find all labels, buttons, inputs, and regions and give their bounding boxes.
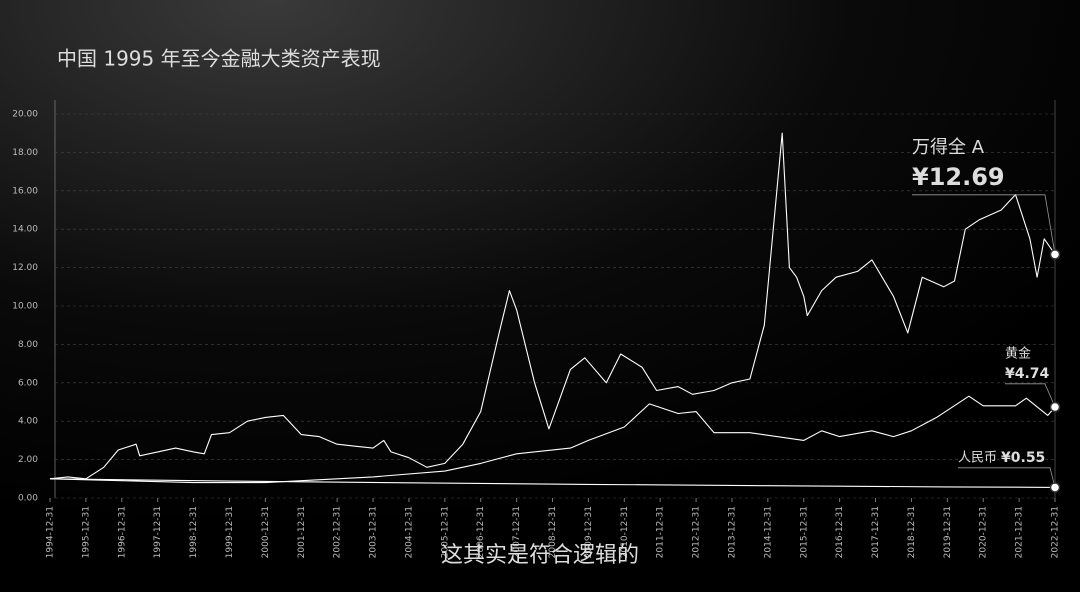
leader-line bbox=[1005, 383, 1056, 408]
x-tick-label: 2000-12-31 bbox=[261, 506, 271, 558]
y-tick-label: 12.00 bbox=[12, 263, 38, 273]
end-point bbox=[1049, 249, 1061, 260]
x-tick-label: 1995-12-31 bbox=[81, 506, 91, 558]
series-line bbox=[49, 478, 1056, 488]
x-tick-label: 1996-12-31 bbox=[117, 506, 127, 558]
x-tick-label: 2001-12-31 bbox=[297, 506, 307, 558]
x-tick-label: 1998-12-31 bbox=[189, 506, 199, 558]
x-tick-label: 1997-12-31 bbox=[153, 506, 163, 558]
x-tick-label: 2002-12-31 bbox=[333, 506, 343, 558]
y-tick-label: 18.00 bbox=[12, 148, 38, 158]
x-tick-label: 2006-12-31 bbox=[476, 506, 486, 558]
series-line bbox=[49, 395, 1056, 484]
y-tick-label: 14.00 bbox=[12, 225, 38, 235]
y-tick-label: 10.00 bbox=[12, 302, 38, 312]
x-tick-label: 2011-12-31 bbox=[656, 506, 666, 558]
y-tick-label: 6.00 bbox=[18, 378, 38, 388]
y-tick-label: 2.00 bbox=[18, 455, 38, 465]
series-label: 万得全 A bbox=[912, 137, 985, 158]
value-label: ¥12.69 bbox=[912, 163, 1005, 191]
x-tick-label: 2013-12-31 bbox=[727, 506, 737, 558]
value-label: ¥4.74 bbox=[1005, 366, 1050, 382]
x-tick-label: 2021-12-31 bbox=[1015, 506, 1025, 558]
x-tick-label: 2016-12-31 bbox=[835, 506, 845, 558]
y-tick-label: 4.00 bbox=[18, 417, 38, 427]
x-tick-label: 2007-12-31 bbox=[512, 506, 522, 558]
x-tick-label: 2009-12-31 bbox=[584, 506, 594, 558]
x-tick-label: 2022-12-31 bbox=[1051, 506, 1061, 558]
leader-line bbox=[912, 194, 1056, 255]
x-tick-label: 2015-12-31 bbox=[799, 506, 809, 558]
series-label: 黄金 bbox=[1005, 346, 1031, 362]
x-tick-label: 2018-12-31 bbox=[907, 506, 917, 558]
x-tick-label: 2004-12-31 bbox=[404, 506, 414, 558]
y-tick-label: 8.00 bbox=[18, 340, 38, 350]
x-tick-label: 2012-12-31 bbox=[692, 506, 702, 558]
chart-title: 中国 1995 年至今金融大类资产表现 bbox=[57, 47, 381, 71]
x-tick-label: 2008-12-31 bbox=[548, 506, 558, 558]
x-tick-label: 2003-12-31 bbox=[369, 506, 379, 558]
value-label: ¥0.55 bbox=[1001, 450, 1045, 466]
y-tick-label: 0.00 bbox=[18, 494, 38, 504]
x-tick-label: 2019-12-31 bbox=[943, 506, 953, 558]
x-tick-label: 2017-12-31 bbox=[871, 506, 881, 558]
leader-line bbox=[958, 467, 1056, 488]
x-tick-label: 1994-12-31 bbox=[46, 506, 56, 558]
series-line bbox=[49, 132, 1056, 480]
series-label: 人民币 bbox=[958, 451, 997, 466]
x-tick-label: 1999-12-31 bbox=[225, 506, 235, 558]
y-tick-label: 16.00 bbox=[12, 186, 38, 196]
x-tick-label: 2020-12-31 bbox=[979, 506, 989, 558]
x-tick-label: 2010-12-31 bbox=[620, 506, 630, 558]
x-tick-label: 2005-12-31 bbox=[440, 506, 450, 558]
x-tick-label: 2014-12-31 bbox=[763, 506, 773, 558]
y-tick-label: 20.00 bbox=[12, 110, 38, 120]
caption: 这其实是符合逻辑的 bbox=[441, 543, 639, 568]
end-point bbox=[1049, 482, 1061, 493]
end-point bbox=[1049, 401, 1061, 413]
